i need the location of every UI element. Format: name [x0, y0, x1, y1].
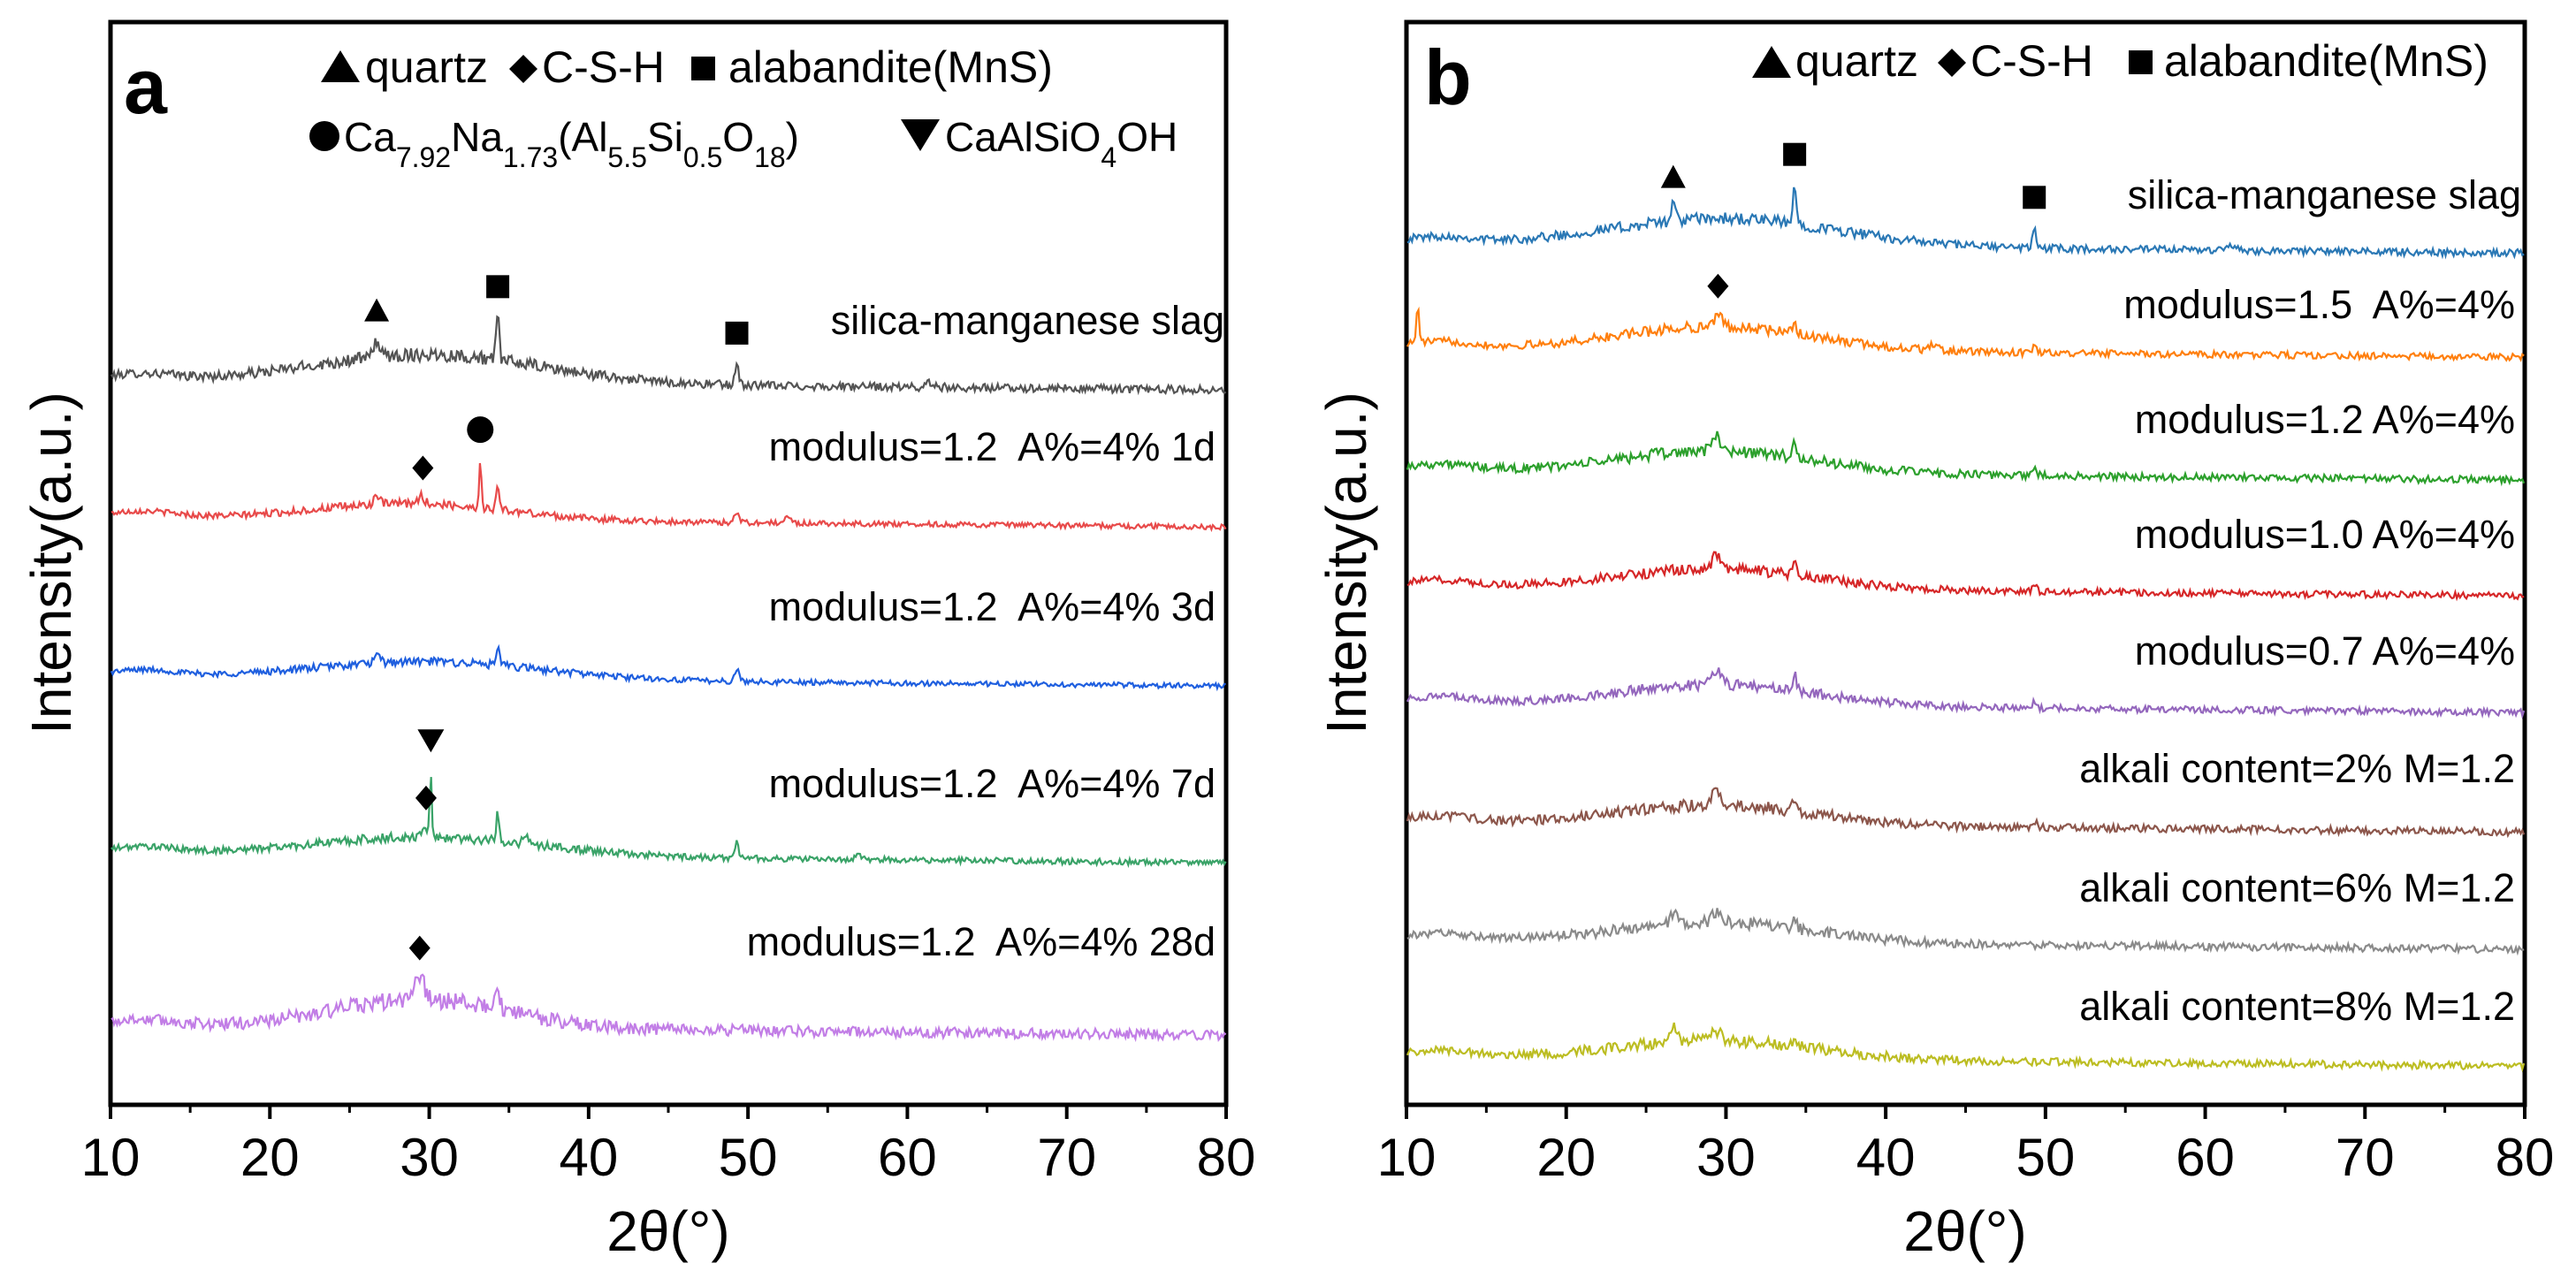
x-axis-title-a: 2θ(°) [606, 1199, 729, 1263]
phase-marker-triangle-down-a-3-0 [417, 729, 445, 753]
panel-label-b: b [1424, 34, 1472, 121]
x-tick-label-b-60: 60 [2176, 1128, 2235, 1187]
series-label-ak6: alkali content=6% M=1.2 [2079, 865, 2515, 910]
xrd-trace-a-3 [111, 777, 1227, 869]
legend-mns-marker [691, 57, 715, 80]
x-axis-a: 10 20 30 40 50 60 70 80 [81, 1105, 1256, 1187]
phase-marker-diamond-a-4-0 [408, 935, 431, 961]
panel-label-a: a [124, 42, 168, 130]
xrd-trace-a-0 [110, 315, 1227, 396]
x-tick-label-b-10: 10 [1377, 1128, 1437, 1187]
series-label-1d: modulus=1.2 A%=4% 1d [769, 424, 1216, 469]
legend-a: quartz C-S-H alabandite(MnS) Ca7.92Na1.7… [309, 42, 1177, 173]
x-tick-label-b-80: 80 [2496, 1128, 2555, 1187]
series-group-a [110, 315, 1227, 1043]
xrd-trace-b-7 [1406, 1022, 2526, 1073]
series-label-m15: modulus=1.5 A%=4% [2123, 282, 2515, 327]
xrd-trace-b-2 [1406, 430, 2526, 487]
x-tick-label-a-50: 50 [719, 1128, 778, 1187]
x-tick-label-a-70: 70 [1037, 1128, 1096, 1187]
x-tick-label-a-30: 30 [400, 1128, 459, 1187]
x-axis-title-b: 2θ(°) [1903, 1199, 2026, 1263]
xrd-trace-b-3 [1406, 551, 2525, 602]
legend-csh-marker-b [1938, 49, 1966, 77]
y-axis-title-b: Intensity(a.u.) [1315, 392, 1378, 734]
xrd-trace-b-1 [1406, 306, 2525, 362]
legend-b: quartz C-S-H alabandite(MnS) [1752, 36, 2488, 86]
phase-marker-diamond-b-1-0 [1707, 273, 1729, 299]
phase-marker-triangle-up-b-0-0 [1660, 164, 1686, 188]
series-label-3d: modulus=1.2 A%=4% 3d [769, 584, 1216, 629]
phase-markers-b [1660, 142, 2046, 299]
series-label-m07: modulus=0.7 A%=4% [2135, 628, 2515, 673]
phase-marker-triangle-up-a-0-0 [364, 298, 390, 322]
x-tick-label-b-70: 70 [2336, 1128, 2395, 1187]
legend-mns-label-b: alabandite(MnS) [2164, 36, 2488, 86]
xrd-trace-b-6 [1406, 907, 2525, 956]
xrd-trace-a-2 [110, 643, 1226, 692]
phase-markers-a [364, 275, 749, 961]
panel-b: b quartz C-S-H alabandite(MnS) silica-ma… [1315, 19, 2555, 1263]
phase-marker-circle-a-1-1 [467, 416, 494, 444]
phase-marker-square-a-0-2 [725, 321, 749, 345]
series-labels-b: silica-manganese slag modulus=1.5 A%=4% … [2079, 172, 2521, 1029]
xrd-trace-a-1 [111, 462, 1227, 533]
x-tick-label-a-10: 10 [81, 1128, 141, 1187]
series-label-m10: modulus=1.0 A%=4% [2135, 512, 2515, 557]
legend-csh-marker [509, 55, 537, 83]
legend-ca-na-label: Ca7.92Na1.73(Al5.5Si0.5O18) [344, 114, 799, 173]
legend-caalsio4oh-label: CaAlSiO4OH [945, 114, 1177, 173]
legend-caalsio4oh-marker [901, 119, 940, 151]
xrd-trace-b-5 [1406, 787, 2526, 839]
series-label-ak2: alkali content=2% M=1.2 [2079, 746, 2515, 791]
series-label-m12: modulus=1.2 A%=4% [2135, 397, 2515, 442]
x-axis-b: 10 20 30 40 50 60 70 80 [1377, 1105, 2555, 1187]
x-tick-label-a-60: 60 [878, 1128, 937, 1187]
legend-csh-label: C-S-H [542, 42, 665, 92]
xrd-trace-b-0 [1406, 186, 2525, 260]
legend-quartz-marker-b [1752, 46, 1791, 78]
x-tick-label-b-50: 50 [2016, 1128, 2075, 1187]
legend-ca-na-marker [309, 121, 339, 151]
legend-quartz-label: quartz [365, 42, 488, 92]
x-tick-label-b-30: 30 [1696, 1128, 1756, 1187]
phase-marker-diamond-a-3-1 [415, 785, 437, 810]
x-tick-label-b-40: 40 [1856, 1128, 1916, 1187]
series-label-ak8: alkali content=8% M=1.2 [2079, 984, 2515, 1029]
xrd-trace-a-4 [111, 973, 1227, 1043]
series-label-slag-b: silica-manganese slag [2128, 172, 2521, 217]
phase-marker-diamond-a-1-0 [412, 455, 434, 481]
panel-a: a quartz C-S-H alabandite(MnS) Ca7.92Na1… [19, 19, 1256, 1263]
phase-marker-square-b-0-1 [1783, 142, 1807, 166]
x-tick-label-a-80: 80 [1197, 1128, 1256, 1187]
series-label-7d: modulus=1.2 A%=4% 7d [769, 761, 1216, 806]
phase-marker-square-b-0-2 [2023, 186, 2046, 209]
legend-csh-label-b: C-S-H [1970, 36, 2093, 86]
x-tick-label-a-40: 40 [559, 1128, 618, 1187]
x-tick-label-a-20: 20 [240, 1128, 300, 1187]
y-axis-title-a: Intensity(a.u.) [19, 392, 83, 734]
series-label-slag-a: silica-manganese slag [831, 298, 1224, 343]
legend-quartz-label-b: quartz [1795, 36, 1918, 86]
series-labels-a: silica-manganese slag modulus=1.2 A%=4% … [747, 298, 1224, 964]
legend-quartz-marker [321, 50, 360, 82]
legend-mns-label: alabandite(MnS) [728, 42, 1053, 92]
legend-mns-marker-b [2129, 50, 2153, 74]
series-label-28d: modulus=1.2 A%=4% 28d [747, 919, 1216, 964]
xrd-trace-b-4 [1406, 667, 2526, 719]
series-group-b [1406, 186, 2526, 1073]
phase-marker-square-a-0-1 [486, 275, 510, 299]
x-tick-label-b-20: 20 [1536, 1128, 1596, 1187]
